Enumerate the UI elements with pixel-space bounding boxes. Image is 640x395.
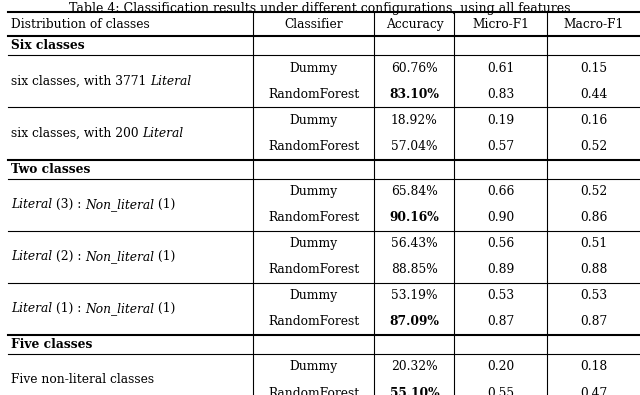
Text: (2) :: (2) : — [52, 250, 85, 263]
Text: 0.52: 0.52 — [580, 140, 607, 153]
Text: RandomForest: RandomForest — [268, 387, 359, 395]
Text: 0.16: 0.16 — [580, 114, 607, 127]
Text: 0.15: 0.15 — [580, 62, 607, 75]
Text: 20.32%: 20.32% — [391, 361, 438, 373]
Text: RandomForest: RandomForest — [268, 316, 359, 328]
Text: (1) :: (1) : — [52, 303, 85, 315]
Text: Dummy: Dummy — [289, 361, 338, 373]
Text: 56.43%: 56.43% — [391, 237, 438, 250]
Text: Non_literal: Non_literal — [85, 250, 154, 263]
Text: Classifier: Classifier — [284, 18, 343, 30]
Text: 0.86: 0.86 — [580, 211, 607, 224]
Text: Literal: Literal — [11, 303, 52, 315]
Text: 0.87: 0.87 — [487, 316, 515, 328]
Text: Non_literal: Non_literal — [85, 198, 154, 211]
Text: 55.10%: 55.10% — [390, 387, 439, 395]
Text: Dummy: Dummy — [289, 237, 338, 250]
Text: Literal: Literal — [11, 250, 52, 263]
Text: 18.92%: 18.92% — [391, 114, 438, 127]
Text: (3) :: (3) : — [52, 198, 85, 211]
Text: 57.04%: 57.04% — [391, 140, 438, 153]
Text: Literal: Literal — [11, 198, 52, 211]
Text: Five classes: Five classes — [11, 338, 92, 351]
Text: six classes, with 200: six classes, with 200 — [11, 127, 142, 140]
Text: 0.66: 0.66 — [487, 185, 515, 198]
Text: 0.87: 0.87 — [580, 316, 607, 328]
Text: Dummy: Dummy — [289, 114, 338, 127]
Text: Non_literal: Non_literal — [85, 303, 154, 315]
Text: Distribution of classes: Distribution of classes — [11, 18, 150, 30]
Text: RandomForest: RandomForest — [268, 211, 359, 224]
Text: 0.57: 0.57 — [487, 140, 515, 153]
Text: 0.52: 0.52 — [580, 185, 607, 198]
Text: 0.55: 0.55 — [487, 387, 515, 395]
Text: 0.19: 0.19 — [487, 114, 515, 127]
Text: 0.53: 0.53 — [487, 290, 515, 302]
Text: Dummy: Dummy — [289, 62, 338, 75]
Text: 83.10%: 83.10% — [390, 88, 439, 101]
Text: (1): (1) — [154, 198, 175, 211]
Text: 87.09%: 87.09% — [390, 316, 439, 328]
Text: Five non-literal classes: Five non-literal classes — [11, 374, 154, 386]
Text: 65.84%: 65.84% — [391, 185, 438, 198]
Text: 0.90: 0.90 — [487, 211, 515, 224]
Text: RandomForest: RandomForest — [268, 140, 359, 153]
Text: 0.20: 0.20 — [487, 361, 515, 373]
Text: 0.51: 0.51 — [580, 237, 607, 250]
Text: Dummy: Dummy — [289, 185, 338, 198]
Text: RandomForest: RandomForest — [268, 88, 359, 101]
Text: RandomForest: RandomForest — [268, 263, 359, 276]
Text: 0.88: 0.88 — [580, 263, 607, 276]
Text: Macro-F1: Macro-F1 — [563, 18, 624, 30]
Text: Micro-F1: Micro-F1 — [472, 18, 529, 30]
Text: 0.47: 0.47 — [580, 387, 607, 395]
Text: 0.89: 0.89 — [487, 263, 515, 276]
Text: 0.61: 0.61 — [487, 62, 515, 75]
Text: (1): (1) — [154, 303, 175, 315]
Text: 0.56: 0.56 — [487, 237, 515, 250]
Text: six classes, with 3771: six classes, with 3771 — [11, 75, 150, 88]
Text: Six classes: Six classes — [11, 40, 84, 52]
Text: 90.16%: 90.16% — [390, 211, 439, 224]
Text: Dummy: Dummy — [289, 290, 338, 302]
Text: 0.44: 0.44 — [580, 88, 607, 101]
Text: Two classes: Two classes — [11, 163, 90, 175]
Text: 0.53: 0.53 — [580, 290, 607, 302]
Text: Table 4: Classification results under different configurations, using all featur: Table 4: Classification results under di… — [69, 2, 571, 15]
Text: 60.76%: 60.76% — [391, 62, 438, 75]
Text: 0.18: 0.18 — [580, 361, 607, 373]
Text: Literal: Literal — [150, 75, 191, 88]
Text: 88.85%: 88.85% — [391, 263, 438, 276]
Text: Literal: Literal — [142, 127, 184, 140]
Text: 0.83: 0.83 — [487, 88, 515, 101]
Text: Accuracy: Accuracy — [385, 18, 444, 30]
Text: (1): (1) — [154, 250, 176, 263]
Text: 53.19%: 53.19% — [391, 290, 438, 302]
